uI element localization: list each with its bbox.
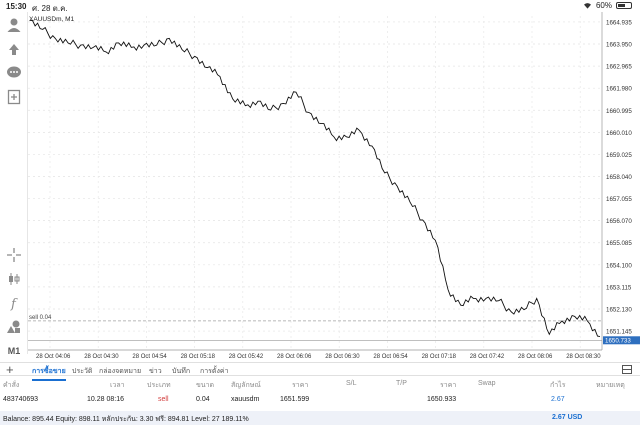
price-axis-label: 1657.055 [606,196,632,203]
col-swap: Swap [478,380,496,387]
account-button[interactable] [4,16,24,34]
panel-toggle-icon[interactable] [622,365,632,374]
new-order-button[interactable] [4,88,24,106]
price-chart[interactable]: 1664.935 1663.950 1662.965 1661.980 1660.995… [28,12,640,362]
price-axis-label: 1654.100 [606,262,632,269]
time-axis-label: 28 Oct 07:18 [422,354,457,360]
status-date: ศ. 28 ต.ค. [32,4,68,13]
trade-button[interactable] [4,40,24,58]
chart-type-button[interactable] [4,270,24,288]
time-axis-label: 28 Oct 06:30 [325,354,360,360]
order-id: 483740693 [3,396,39,403]
chart-svg[interactable]: 1664.935 1663.950 1662.965 1661.980 1660.995… [28,12,640,362]
symbol-label: XAUUSDm, M1 [29,16,75,23]
price-axis-label: 1659.025 [606,152,632,159]
col-order: คำสั่ง [3,382,20,389]
account-icon [7,18,21,32]
indicators-button[interactable]: f [4,294,24,312]
status-right: 60% [583,1,632,10]
price-axis-label: 1658.040 [606,174,632,181]
table-row[interactable]: 483740693 10.28 08:16 sell 0.04 xauusdm … [0,396,640,408]
order-open-price: 1651.599 [280,396,310,403]
bottom-tabs: + การซื้อขาย ประวัติ กล่องจดหมาย ข่าว บั… [0,362,640,381]
chat-icon [7,66,21,78]
col-sl: S/L [346,380,357,387]
crosshair-icon [7,248,21,262]
time-axis-label: 28 Oct 06:06 [277,354,312,360]
account-summary: Balance: 895.44 Equity: 898.11 หลักประกั… [0,411,640,425]
time-axis-label: 28 Oct 08:06 [518,354,553,360]
order-profit: 2.67 [551,396,565,403]
crosshair-button[interactable] [4,246,24,264]
price-axis-label: 1663.950 [606,42,632,49]
objects-button[interactable] [4,318,24,336]
tab-settings[interactable]: การตั้งค่า [200,368,229,375]
battery-fill [618,4,626,7]
price-line-series [29,20,601,338]
account-summary-text: Balance: 895.44 Equity: 898.11 หลักประกั… [3,416,249,423]
time-axis-label: 28 Oct 05:18 [181,354,216,360]
chat-button[interactable] [4,64,24,82]
col-time: เวลา [110,382,125,389]
trade-arrows-icon [9,44,19,55]
wifi-icon [583,3,591,9]
tab-journal[interactable]: บันทึก [172,368,191,375]
col-type: ประเภท [147,382,171,389]
orders-table-header: คำสั่ง เวลา ประเภท ขนาด สัญลักษณ์ ราคา S… [0,380,640,392]
status-time: 15:30 [6,2,27,11]
shapes-icon [7,320,20,333]
col-profit: กำไร [550,382,566,389]
col-symbol: สัญลักษณ์ [231,382,261,389]
total-profit: 2.67 USD [552,414,583,421]
order-size: 0.04 [196,396,210,403]
price-axis-label: 1655.085 [606,240,632,247]
col-tp: T/P [396,380,407,387]
battery-percent: 60% [595,1,612,10]
candlestick-icon [9,273,20,285]
time-axis-label: 28 Oct 04:30 [84,354,119,360]
add-tab-icon[interactable]: + [6,362,14,377]
order-price: 1650.933 [427,396,457,403]
timeframe-m1-button[interactable]: M1 [7,346,21,356]
order-type: sell [158,396,169,403]
price-axis-label: 1651.145 [606,329,632,336]
tab-history[interactable]: ประวัติ [72,368,93,375]
price-axis-label: 1656.070 [606,218,632,225]
tab-news[interactable]: ข่าว [149,368,162,375]
price-axis-label: 1662.965 [606,64,632,71]
price-axis-label: 1661.980 [606,86,632,93]
current-price-label: 1650.733 [605,338,631,345]
battery-icon [616,2,632,9]
function-icon: f [10,297,18,311]
order-time: 10.28 08:16 [87,396,124,403]
sell-order-label: sell 0.04 [29,315,52,321]
svg-text:f: f [10,297,18,311]
col-comment: หมายเหตุ [596,382,625,389]
current-price-tag [603,336,640,345]
col-open-price: ราคา [292,382,309,389]
price-axis-label: 1660.995 [606,108,632,115]
order-symbol: xauusdm [231,396,260,403]
tab-trade[interactable]: การซื้อขาย [32,368,66,381]
time-axis-label: 28 Oct 04:06 [36,354,71,360]
price-axis-label: 1652.130 [606,306,632,313]
status-bar: 15:30 ศ. 28 ต.ค. 60% [0,0,640,13]
time-axis-label: 28 Oct 05:42 [229,354,264,360]
tab-mailbox[interactable]: กล่องจดหมาย [99,368,142,375]
price-axis-label: 1653.115 [606,284,632,291]
new-order-icon [7,89,21,105]
col-price: ราคา [440,382,457,389]
time-axis-label: 28 Oct 08:30 [566,354,601,360]
time-axis-label: 28 Oct 07:42 [470,354,505,360]
price-axis-label: 1660.010 [606,130,632,137]
price-axis-label: 1664.935 [606,19,632,26]
col-size: ขนาด [196,382,215,389]
left-toolbar: f M1 [0,12,28,356]
time-axis-label: 28 Oct 04:54 [132,354,167,360]
time-axis-label: 28 Oct 06:54 [373,354,408,360]
